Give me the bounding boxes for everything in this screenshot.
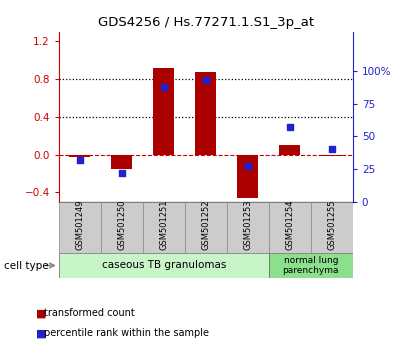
Text: cell type: cell type xyxy=(4,261,49,271)
Bar xyxy=(269,202,311,253)
Bar xyxy=(185,202,227,253)
Text: GSM501249: GSM501249 xyxy=(75,200,84,250)
Text: transformed count: transformed count xyxy=(44,308,135,318)
Text: GSM501252: GSM501252 xyxy=(201,200,210,250)
Point xyxy=(244,164,251,169)
Bar xyxy=(321,155,342,156)
Text: normal lung
parenchyma: normal lung parenchyma xyxy=(283,256,339,275)
Bar xyxy=(269,253,353,278)
Bar xyxy=(227,202,269,253)
Point xyxy=(160,85,167,90)
Bar xyxy=(237,155,258,198)
Bar xyxy=(59,202,101,253)
Point xyxy=(202,78,209,83)
Bar xyxy=(69,155,90,158)
Text: percentile rank within the sample: percentile rank within the sample xyxy=(44,329,209,338)
Bar xyxy=(111,155,132,169)
Text: caseous TB granulomas: caseous TB granulomas xyxy=(102,261,226,270)
Point xyxy=(118,170,125,176)
Text: GSM501254: GSM501254 xyxy=(285,200,294,250)
Bar xyxy=(101,202,143,253)
Text: ■: ■ xyxy=(36,308,46,318)
Text: GSM501251: GSM501251 xyxy=(159,200,168,250)
Text: GSM501253: GSM501253 xyxy=(243,200,252,250)
Text: GSM501255: GSM501255 xyxy=(327,200,336,250)
Text: ■: ■ xyxy=(36,329,46,338)
Bar xyxy=(311,202,353,253)
Point xyxy=(76,157,83,163)
Bar xyxy=(195,72,216,155)
Bar xyxy=(143,202,185,253)
Bar xyxy=(153,68,174,155)
Text: GSM501250: GSM501250 xyxy=(117,200,126,250)
Bar xyxy=(279,145,300,155)
Bar xyxy=(59,253,269,278)
Point xyxy=(286,124,293,130)
Title: GDS4256 / Hs.77271.1.S1_3p_at: GDS4256 / Hs.77271.1.S1_3p_at xyxy=(98,16,314,29)
Point xyxy=(328,147,335,152)
